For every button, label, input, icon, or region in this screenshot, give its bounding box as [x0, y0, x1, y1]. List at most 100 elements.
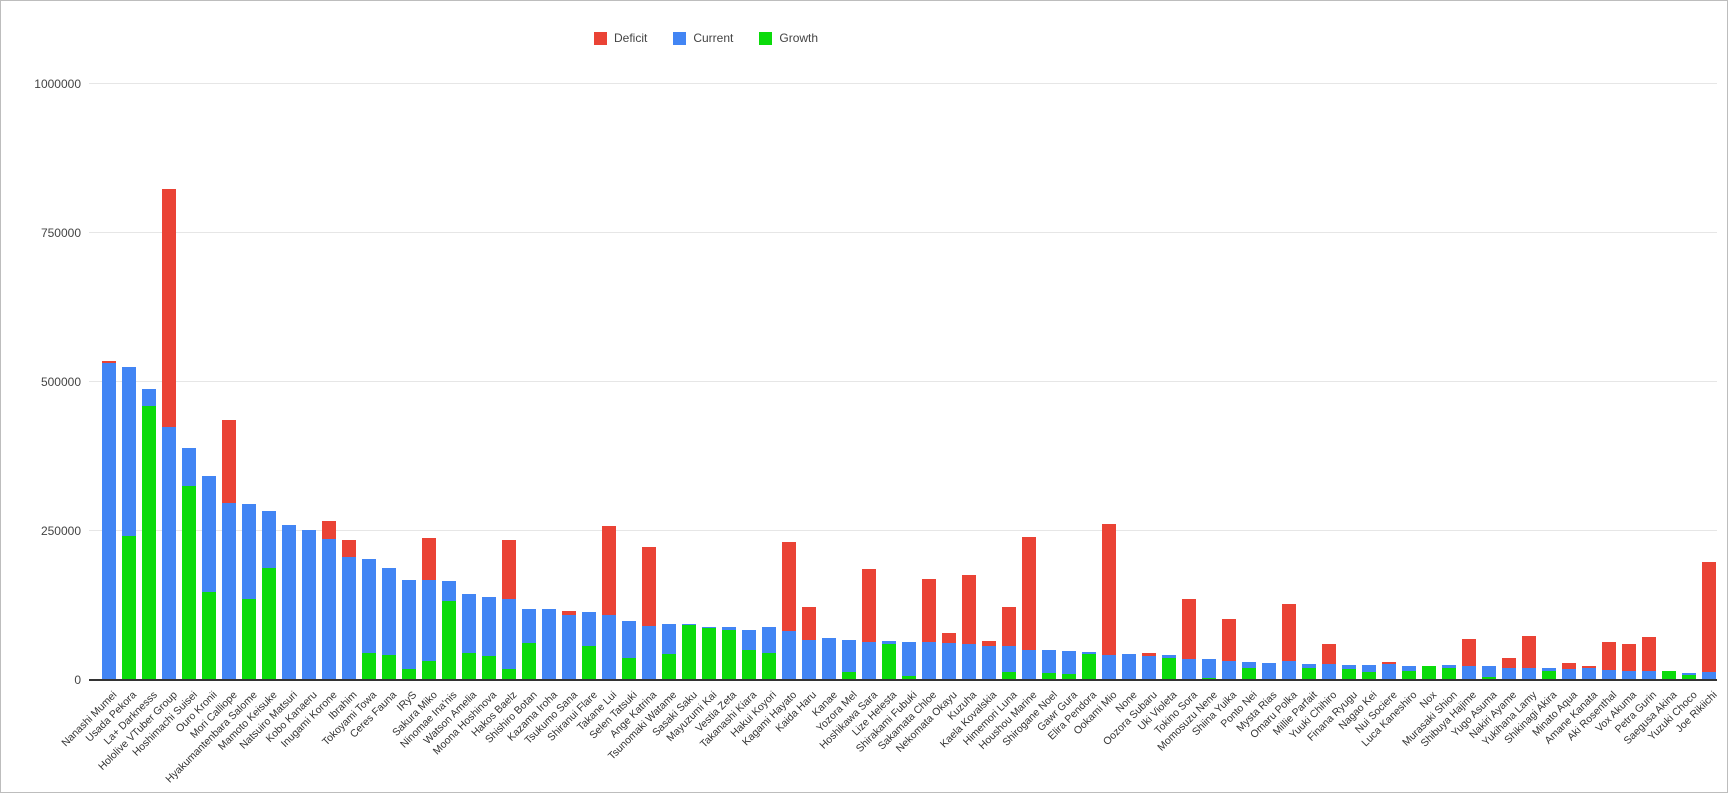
- bar-hakos-baelz[interactable]: [502, 539, 516, 679]
- bar-segment-growth[interactable]: [702, 627, 716, 679]
- bar-segment-current[interactable]: [1622, 670, 1636, 679]
- bar-sakura-miko[interactable]: [422, 538, 436, 679]
- bar-shirakami-fubuki[interactable]: [902, 642, 916, 679]
- bar-yuzuki-choco[interactable]: [1682, 673, 1696, 679]
- bar-segment-current[interactable]: [1482, 666, 1496, 678]
- bar-la-darknesss[interactable]: [142, 389, 156, 679]
- bar-mysta-rias[interactable]: [1262, 662, 1276, 679]
- bar-segment-current[interactable]: [382, 567, 396, 655]
- bar-segment-deficit[interactable]: [1322, 644, 1336, 665]
- bar-segment-deficit[interactable]: [1382, 662, 1396, 665]
- bar-shishiro-botan[interactable]: [522, 608, 536, 679]
- bar-selen-tatsuki[interactable]: [622, 620, 636, 679]
- bar-segment-deficit[interactable]: [342, 540, 356, 557]
- bar-hoshikawa-sara[interactable]: [862, 568, 876, 679]
- bar-segment-current[interactable]: [1382, 664, 1396, 679]
- bar-segment-current[interactable]: [1542, 667, 1556, 671]
- bar-tsukumo-sana[interactable]: [562, 611, 576, 679]
- bar-segment-deficit[interactable]: [562, 611, 576, 615]
- bar-shikinagi-akira[interactable]: [1542, 667, 1556, 679]
- bar-segment-deficit[interactable]: [802, 607, 816, 641]
- bar-segment-current[interactable]: [562, 614, 576, 679]
- bar-kanae[interactable]: [822, 638, 836, 679]
- bar-segment-current[interactable]: [402, 580, 416, 669]
- bar-segment-current[interactable]: [1562, 668, 1576, 679]
- bar-kazama-iroha[interactable]: [542, 609, 556, 679]
- bar-segment-growth[interactable]: [762, 652, 776, 679]
- bar-momosuzu-nene[interactable]: [1202, 659, 1216, 679]
- bar-segment-growth[interactable]: [842, 671, 856, 679]
- bar-segment-growth[interactable]: [1342, 668, 1356, 679]
- bar-shibuya-hajime[interactable]: [1462, 639, 1476, 679]
- bar-segment-current[interactable]: [902, 642, 916, 677]
- bar-watson-amelia[interactable]: [462, 594, 476, 679]
- bar-elira-pendora[interactable]: [1082, 651, 1096, 679]
- bar-segment-current[interactable]: [822, 638, 836, 679]
- bar-segment-deficit[interactable]: [1582, 666, 1596, 668]
- bar-segment-growth[interactable]: [422, 661, 436, 679]
- bar-segment-deficit[interactable]: [962, 574, 976, 645]
- bar-segment-current[interactable]: [282, 525, 296, 679]
- bar-nox[interactable]: [1422, 666, 1436, 679]
- bar-segment-growth[interactable]: [402, 668, 416, 679]
- bar-hololive-vtuber-group[interactable]: [162, 189, 176, 679]
- bar-nakiri-ayame[interactable]: [1502, 657, 1516, 679]
- bar-segment-current[interactable]: [1402, 665, 1416, 672]
- bar-segment-growth[interactable]: [1082, 653, 1096, 679]
- bar-yugo-asuma[interactable]: [1482, 666, 1496, 679]
- bar-segment-current[interactable]: [682, 623, 696, 626]
- bar-mamoto-keisuke[interactable]: [262, 510, 276, 679]
- bar-segment-current[interactable]: [1602, 670, 1616, 679]
- bar-segment-current[interactable]: [622, 620, 636, 659]
- bar-luca-kaneshiro[interactable]: [1402, 665, 1416, 679]
- bar-gawr-gura[interactable]: [1062, 650, 1076, 679]
- bar-segment-deficit[interactable]: [782, 541, 796, 631]
- bar-segment-current[interactable]: [322, 538, 336, 679]
- bar-himemori-luna[interactable]: [1002, 607, 1016, 679]
- bar-ceres-fauna[interactable]: [382, 567, 396, 679]
- bar-joe-rikiichi[interactable]: [1702, 562, 1716, 679]
- bar-kagami-hayato[interactable]: [782, 541, 796, 679]
- bar-segment-current[interactable]: [522, 608, 536, 644]
- bar-murasaki-shion[interactable]: [1442, 665, 1456, 679]
- bar-segment-deficit[interactable]: [1602, 642, 1616, 671]
- bar-segment-current[interactable]: [1142, 656, 1156, 679]
- bar-usada-pekora[interactable]: [122, 367, 136, 679]
- bar-segment-current[interactable]: [1242, 662, 1256, 668]
- bar-segment-current[interactable]: [302, 530, 316, 679]
- bar-tokoyami-towa[interactable]: [362, 558, 376, 679]
- bar-irys[interactable]: [402, 580, 416, 679]
- bar-ninomae-ina-nis[interactable]: [442, 581, 456, 679]
- bar-segment-current[interactable]: [602, 614, 616, 679]
- bar-kobo-kanaeru[interactable]: [302, 530, 316, 679]
- bar-segment-current[interactable]: [862, 642, 876, 679]
- bar-segment-deficit[interactable]: [942, 632, 956, 644]
- bar-ibrahim[interactable]: [342, 540, 356, 679]
- bar-segment-current[interactable]: [142, 389, 156, 407]
- bar-segment-current[interactable]: [122, 367, 136, 536]
- bar-uki-violeta[interactable]: [1162, 655, 1176, 679]
- bar-segment-growth[interactable]: [522, 643, 536, 679]
- bar-segment-current[interactable]: [1442, 665, 1456, 668]
- bar-segment-deficit[interactable]: [922, 579, 936, 643]
- bar-segment-current[interactable]: [1302, 663, 1316, 669]
- bar-segment-deficit[interactable]: [1102, 524, 1116, 656]
- bar-segment-current[interactable]: [1322, 664, 1336, 679]
- bar-segment-current[interactable]: [582, 612, 596, 647]
- bar-segment-growth[interactable]: [1302, 668, 1316, 679]
- bar-moona-hoshinova[interactable]: [482, 596, 496, 679]
- bar-segment-deficit[interactable]: [1642, 637, 1656, 671]
- bar-segment-current[interactable]: [442, 581, 456, 601]
- bar-segment-current[interactable]: [1702, 671, 1716, 679]
- bar-shiina-yuika[interactable]: [1222, 618, 1236, 679]
- bar-segment-current[interactable]: [1102, 655, 1116, 679]
- bar-segment-deficit[interactable]: [1142, 653, 1156, 657]
- bar-segment-current[interactable]: [462, 594, 476, 653]
- bar-saegusa-akina[interactable]: [1662, 671, 1676, 679]
- bar-segment-current[interactable]: [1342, 664, 1356, 669]
- bar-segment-growth[interactable]: [662, 653, 676, 679]
- bar-segment-growth[interactable]: [182, 486, 196, 679]
- bar-segment-current[interactable]: [1522, 667, 1536, 679]
- bar-segment-current[interactable]: [482, 596, 496, 657]
- bar-segment-growth[interactable]: [902, 676, 916, 679]
